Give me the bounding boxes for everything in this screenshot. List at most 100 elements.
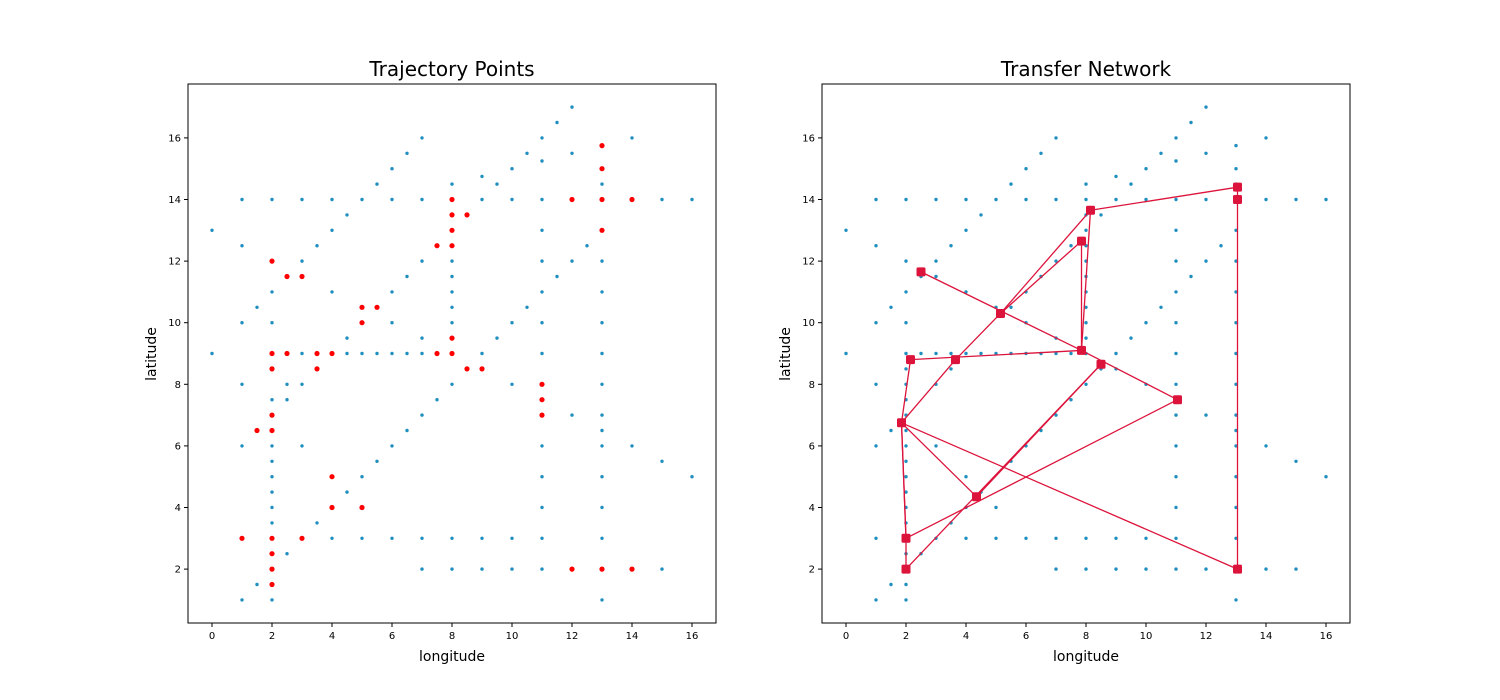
transfer-network-chart: Transfer Network longitude latitude 0 2 4 6… — [778, 57, 1351, 665]
x-tick-label: 8 — [1083, 631, 1089, 642]
data-point — [1084, 228, 1088, 232]
x-tick-label: 2 — [903, 631, 909, 642]
data-point — [210, 228, 214, 232]
data-point — [1114, 567, 1118, 571]
data-point — [1294, 197, 1298, 202]
data-point — [904, 582, 908, 587]
data-point — [315, 244, 319, 248]
data-point — [660, 567, 664, 571]
data-point — [1114, 174, 1118, 179]
data-point — [270, 321, 274, 325]
data-point — [1174, 351, 1178, 356]
y-tick-label: 6 — [175, 441, 181, 452]
x-axis-label: longitude — [1053, 649, 1119, 665]
data-point — [449, 335, 455, 341]
data-point — [480, 351, 484, 356]
data-point — [240, 444, 244, 448]
data-point — [889, 582, 893, 587]
data-point — [269, 258, 275, 264]
data-point — [300, 351, 304, 356]
data-point — [270, 459, 274, 463]
data-point — [254, 427, 260, 434]
y-tick-label: 8 — [809, 380, 815, 391]
data-point — [255, 305, 259, 309]
data-point — [375, 182, 379, 186]
data-point — [360, 197, 364, 202]
data-point — [480, 536, 484, 540]
data-point — [1174, 197, 1178, 202]
data-point — [540, 259, 544, 263]
data-point — [979, 213, 983, 217]
y-tick-label: 10 — [802, 318, 815, 329]
y-axis-label: latitude — [778, 327, 794, 381]
data-point — [480, 197, 484, 202]
y-tick-label: 6 — [809, 441, 815, 452]
x-tick-label: 0 — [209, 631, 215, 642]
chart-title: Transfer Network — [1000, 57, 1172, 81]
data-point — [450, 305, 454, 309]
data-point — [964, 351, 968, 356]
data-point — [525, 305, 529, 309]
data-point — [405, 151, 409, 155]
data-point — [284, 350, 290, 357]
data-point — [1189, 274, 1193, 279]
data-point — [1174, 505, 1178, 510]
data-point — [1174, 536, 1178, 540]
data-point — [420, 336, 424, 340]
data-point — [660, 197, 664, 202]
data-point — [269, 581, 275, 588]
data-point — [1174, 567, 1178, 571]
data-point — [1054, 413, 1058, 417]
data-point — [934, 197, 938, 202]
data-point — [345, 490, 349, 494]
y-tick-label: 14 — [802, 195, 815, 206]
data-point — [1084, 382, 1088, 386]
data-point — [284, 273, 290, 280]
data-point — [964, 475, 968, 479]
data-point — [600, 182, 604, 186]
x-tick-label: 16 — [686, 631, 699, 642]
x-axis-label: longitude — [419, 649, 485, 665]
data-point — [540, 290, 544, 294]
data-point — [345, 351, 349, 356]
network-node — [972, 492, 981, 502]
data-point — [1054, 259, 1058, 263]
data-point — [540, 228, 544, 232]
data-point — [1069, 244, 1073, 248]
data-point — [270, 521, 274, 525]
data-point — [934, 444, 938, 448]
data-point — [949, 244, 953, 248]
data-point — [464, 366, 470, 372]
data-point — [270, 444, 274, 448]
data-point — [330, 290, 334, 294]
data-point — [1129, 182, 1133, 186]
data-point — [375, 351, 379, 356]
data-point — [540, 536, 544, 540]
x-tick-label: 4 — [963, 631, 969, 642]
data-point — [904, 444, 908, 448]
data-point — [1294, 459, 1298, 463]
data-point — [569, 196, 575, 203]
data-point — [1114, 536, 1118, 540]
data-point — [600, 444, 604, 448]
data-point — [329, 504, 335, 511]
data-point — [1324, 197, 1328, 202]
data-point — [904, 290, 908, 294]
data-point — [919, 351, 923, 356]
data-point — [555, 274, 559, 279]
data-point — [269, 427, 275, 434]
data-point — [434, 243, 440, 249]
network-node — [951, 355, 960, 365]
data-point — [540, 567, 544, 571]
data-point — [1204, 105, 1208, 109]
y-tick-label: 14 — [168, 195, 181, 206]
network-node — [906, 355, 915, 365]
network-node — [916, 267, 926, 277]
data-point — [585, 244, 589, 248]
data-point — [540, 136, 544, 140]
data-point — [570, 413, 574, 417]
data-point — [600, 598, 604, 602]
data-point — [345, 213, 349, 217]
